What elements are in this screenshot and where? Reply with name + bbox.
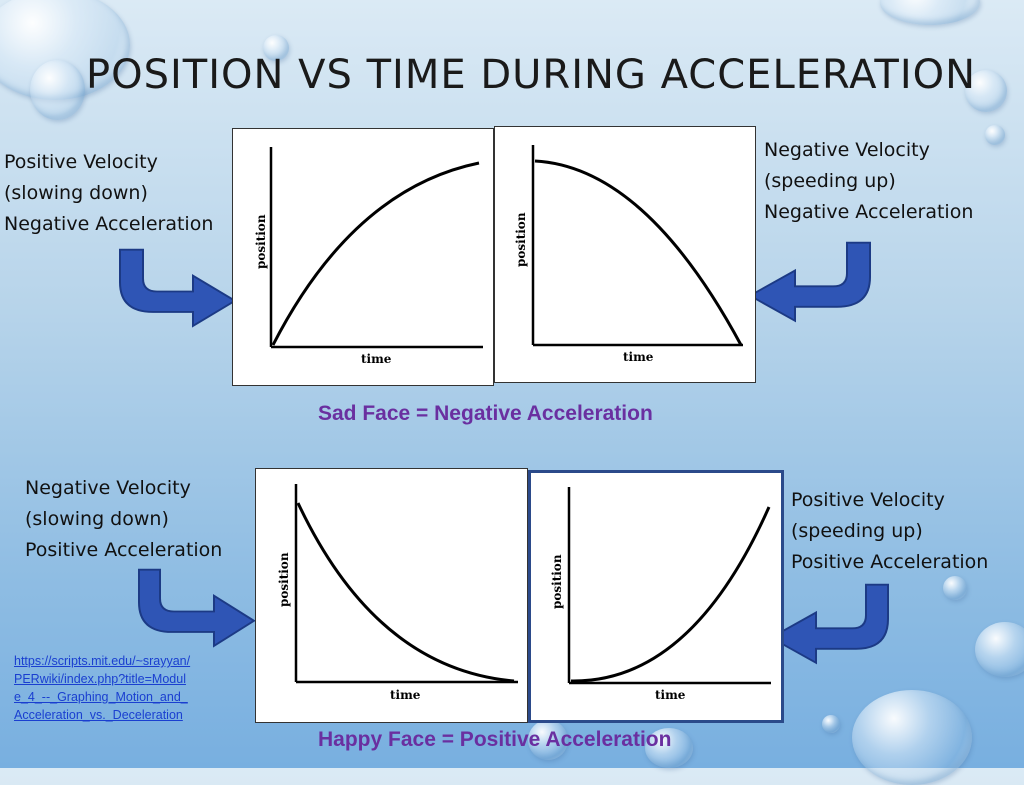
label-line: (speeding up) [764,170,896,192]
label-line: Negative Acceleration [764,201,974,223]
source-link[interactable]: https://scripts.mit.edu/~srayyan/PERwiki… [14,654,191,722]
label-line: Positive Acceleration [25,539,223,561]
water-drop [645,728,693,768]
water-drop [880,0,980,25]
arrow-right-icon [138,568,256,648]
slide-title: POSITION VS TIME DURING ACCELERATION [86,52,977,98]
graph-svg: time position [277,484,518,702]
axis-label-position: position [254,214,268,269]
label-line: Positive Acceleration [791,551,989,573]
graph-panel-bottom-left: time position [255,468,528,723]
graph-svg: time position [550,487,771,702]
water-drop [852,690,972,785]
arrow-left-icon [769,583,889,665]
axis-label-time: time [623,350,654,364]
axis-label-position: position [550,554,564,609]
caption-positive-acceleration: Happy Face = Positive Acceleration [318,728,672,751]
label-top-right: Negative Velocity (speeding up) Negative… [764,135,973,228]
graph-svg: time position [514,145,743,364]
water-drop [528,720,568,760]
label-bottom-right: Positive Velocity (speeding up) Positive… [791,485,988,578]
arrow-right-icon [119,248,237,328]
graph-svg: time position [254,147,483,366]
graph-panel-top-left: time position [232,128,494,386]
label-line: (slowing down) [4,182,148,204]
label-line: Negative Velocity [25,477,191,499]
axis-label-time: time [655,688,686,702]
graph-panel-top-right: time position [494,126,756,383]
water-drop [965,70,1007,112]
label-line: Negative Velocity [764,139,930,161]
label-line: (slowing down) [25,508,169,530]
caption-negative-acceleration: Sad Face = Negative Acceleration [318,402,653,425]
arrow-left-icon [748,241,871,323]
water-drop [975,622,1024,677]
label-line: Positive Velocity [791,489,945,511]
axis-label-position: position [277,552,291,607]
water-drop [822,715,840,733]
water-drop [263,35,289,61]
graph-panel-bottom-right: time position [528,470,784,723]
water-drop [30,60,85,120]
label-line: Positive Velocity [4,151,158,173]
water-drop [985,125,1005,145]
label-line: (speeding up) [791,520,923,542]
label-bottom-left: Negative Velocity (slowing down) Positiv… [25,473,222,566]
axis-label-time: time [361,352,392,366]
axis-label-time: time [390,688,421,702]
water-drop [943,576,967,600]
label-line: Negative Acceleration [4,213,214,235]
label-top-left: Positive Velocity (slowing down) Negativ… [4,147,213,240]
axis-label-position: position [514,212,528,267]
